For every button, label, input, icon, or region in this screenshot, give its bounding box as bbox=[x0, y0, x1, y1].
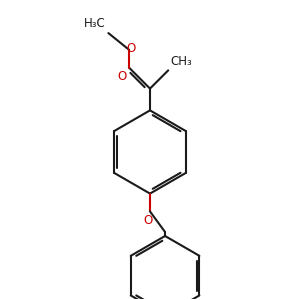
Text: O: O bbox=[126, 42, 136, 56]
Text: CH₃: CH₃ bbox=[171, 55, 192, 68]
Text: H₃C: H₃C bbox=[84, 16, 106, 29]
Text: O: O bbox=[117, 70, 127, 83]
Text: O: O bbox=[144, 214, 153, 227]
